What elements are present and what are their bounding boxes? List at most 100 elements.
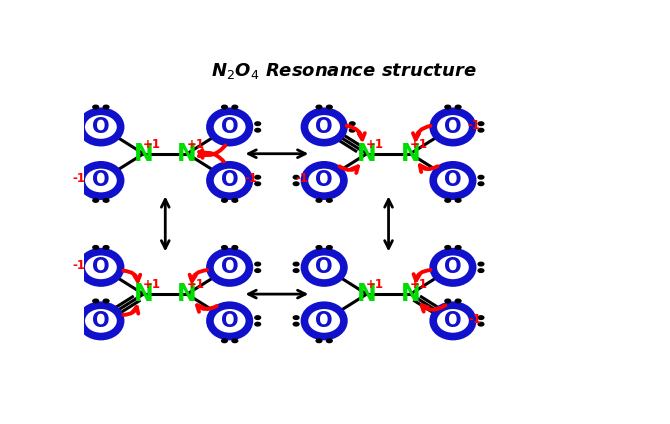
Ellipse shape [81, 305, 121, 337]
Text: -1: -1 [468, 313, 481, 326]
Circle shape [70, 182, 76, 186]
Text: O: O [444, 170, 462, 190]
Circle shape [255, 182, 261, 186]
Circle shape [456, 105, 461, 109]
Text: -1: -1 [244, 173, 257, 185]
Circle shape [293, 316, 299, 319]
Text: N: N [177, 282, 197, 306]
Circle shape [293, 176, 299, 179]
Circle shape [456, 245, 461, 249]
Text: -1: -1 [72, 259, 85, 272]
Text: O: O [444, 257, 462, 277]
Circle shape [70, 322, 76, 326]
Circle shape [456, 299, 461, 303]
Ellipse shape [81, 111, 121, 142]
Circle shape [456, 198, 461, 202]
Circle shape [478, 176, 484, 179]
Text: O: O [221, 170, 239, 190]
Circle shape [293, 269, 299, 272]
Text: -1: -1 [295, 173, 308, 185]
Circle shape [316, 198, 322, 202]
Text: N: N [401, 282, 420, 306]
Ellipse shape [81, 252, 121, 283]
Circle shape [478, 269, 484, 272]
Text: +1: +1 [143, 138, 161, 151]
Circle shape [478, 128, 484, 132]
Circle shape [349, 128, 355, 132]
Text: O: O [316, 311, 333, 331]
Circle shape [70, 122, 76, 126]
Circle shape [255, 262, 261, 266]
Circle shape [70, 128, 76, 132]
Text: +1: +1 [186, 138, 204, 151]
Text: +1: +1 [409, 279, 427, 291]
Text: O: O [316, 170, 333, 190]
Circle shape [103, 299, 109, 303]
Circle shape [93, 198, 98, 202]
Circle shape [93, 299, 98, 303]
Text: O: O [444, 311, 462, 331]
Text: O: O [221, 311, 239, 331]
Circle shape [255, 322, 261, 326]
Circle shape [293, 262, 299, 266]
Circle shape [222, 245, 227, 249]
Text: +1: +1 [186, 279, 204, 291]
Circle shape [70, 269, 76, 272]
Circle shape [70, 262, 76, 266]
Text: N: N [401, 142, 420, 166]
Text: N: N [133, 282, 153, 306]
Text: +1: +1 [366, 279, 384, 291]
Circle shape [293, 182, 299, 186]
Circle shape [316, 105, 322, 109]
Text: N: N [357, 282, 377, 306]
Circle shape [316, 245, 322, 249]
Text: O: O [316, 117, 333, 137]
Circle shape [478, 262, 484, 266]
Circle shape [93, 105, 98, 109]
Ellipse shape [433, 252, 472, 283]
Circle shape [255, 176, 261, 179]
Circle shape [349, 122, 355, 126]
Ellipse shape [304, 252, 344, 283]
Circle shape [478, 122, 484, 126]
Circle shape [222, 105, 227, 109]
Ellipse shape [304, 111, 344, 142]
Text: +1: +1 [366, 138, 384, 151]
Circle shape [255, 122, 261, 126]
Text: O: O [92, 311, 110, 331]
Circle shape [445, 105, 451, 109]
Circle shape [103, 105, 109, 109]
Text: N$_2$O$_4$ Resonance structure: N$_2$O$_4$ Resonance structure [210, 61, 476, 81]
Circle shape [70, 176, 76, 179]
Circle shape [222, 339, 227, 343]
Circle shape [445, 245, 451, 249]
Circle shape [255, 269, 261, 272]
Circle shape [478, 182, 484, 186]
Circle shape [316, 339, 322, 343]
Circle shape [222, 198, 227, 202]
Ellipse shape [210, 252, 249, 283]
Ellipse shape [210, 165, 249, 196]
Ellipse shape [433, 305, 472, 337]
Circle shape [445, 299, 451, 303]
Circle shape [326, 198, 332, 202]
Text: O: O [92, 117, 110, 137]
Text: O: O [316, 257, 333, 277]
Circle shape [478, 322, 484, 326]
Ellipse shape [304, 165, 344, 196]
Ellipse shape [433, 111, 472, 142]
Text: N: N [357, 142, 377, 166]
Text: N: N [133, 142, 153, 166]
Text: O: O [221, 117, 239, 137]
Text: O: O [444, 117, 462, 137]
Text: O: O [221, 257, 239, 277]
Text: -1: -1 [467, 119, 480, 132]
Circle shape [232, 105, 238, 109]
Text: +1: +1 [143, 279, 161, 291]
Circle shape [232, 339, 238, 343]
Circle shape [103, 245, 109, 249]
Circle shape [255, 128, 261, 132]
Circle shape [232, 245, 238, 249]
Ellipse shape [433, 165, 472, 196]
Circle shape [232, 198, 238, 202]
